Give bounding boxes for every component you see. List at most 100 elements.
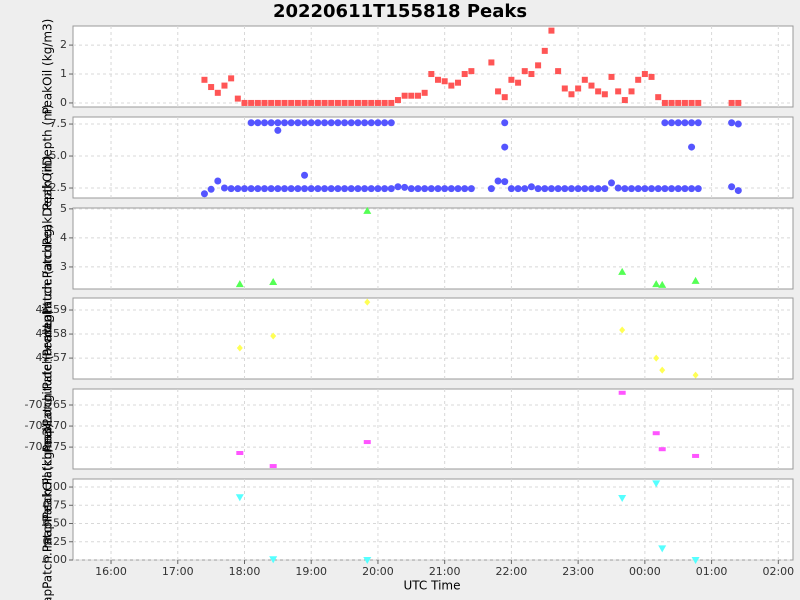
y-tick-label: 7.5 (50, 117, 68, 130)
data-point (581, 185, 589, 193)
data-point (361, 185, 369, 193)
data-point (692, 371, 699, 379)
data-point (248, 99, 255, 106)
data-point (688, 99, 695, 106)
data-point (354, 185, 362, 193)
y-tick-label: 0.75 (43, 498, 68, 511)
data-point (594, 185, 602, 193)
data-point (501, 94, 508, 101)
data-point (695, 99, 702, 106)
plot-area (72, 25, 794, 108)
data-point (548, 27, 555, 34)
data-point (634, 185, 642, 193)
data-point (361, 119, 369, 127)
data-point (354, 99, 361, 106)
plot-area (72, 297, 794, 380)
y-tick-label: 3 (60, 260, 67, 273)
data-point (321, 99, 328, 106)
data-point (254, 119, 262, 127)
data-point (274, 185, 282, 193)
data-point (608, 73, 615, 80)
data-point (668, 119, 676, 127)
data-point (515, 79, 522, 86)
data-point (227, 185, 235, 193)
data-point (527, 183, 535, 191)
data-point (274, 119, 282, 127)
data-point (461, 185, 469, 193)
data-point (261, 99, 268, 106)
data-point (241, 99, 248, 106)
x-tick-label: 01:00 (696, 565, 728, 578)
data-point (652, 480, 661, 488)
data-point (269, 278, 278, 286)
data-point (555, 68, 562, 75)
data-point (448, 82, 455, 89)
data-point (254, 99, 261, 106)
y-tick-label: 41.59 (36, 303, 68, 316)
data-point (621, 97, 628, 104)
data-point (334, 119, 342, 127)
data-point (363, 557, 372, 564)
data-point (735, 99, 742, 106)
data-point (541, 47, 548, 54)
data-point (341, 119, 349, 127)
x-tick-label: 16:00 (95, 565, 127, 578)
data-point (447, 185, 455, 193)
data-point (327, 185, 335, 193)
data-point (364, 298, 371, 306)
y-tick-label: 0 (60, 96, 67, 109)
x-tick-label: 18:00 (229, 565, 261, 578)
y-axis-label: mapPatch.PatchPeakOil (kg/m3) (41, 423, 55, 600)
data-point (681, 99, 688, 106)
data-point (434, 185, 442, 193)
y-tick-label: 0.25 (43, 535, 68, 548)
data-point (495, 88, 502, 95)
data-point (401, 183, 409, 191)
data-point (234, 185, 242, 193)
data-point (288, 99, 295, 106)
data-point (534, 185, 542, 193)
data-point (574, 185, 582, 193)
data-point (508, 76, 515, 83)
x-tick-label: 21:00 (429, 565, 461, 578)
data-point (568, 91, 575, 98)
data-point (367, 119, 375, 127)
data-point (287, 185, 295, 193)
data-point (428, 71, 435, 78)
y-axis-label: PeakOilDepth (m) (41, 104, 55, 210)
data-point (541, 185, 549, 193)
data-point (688, 143, 696, 151)
data-point (681, 185, 689, 193)
data-point (348, 99, 355, 106)
data-point (441, 185, 449, 193)
data-point (321, 119, 329, 127)
data-point (327, 119, 335, 127)
x-tick-label: 20:00 (362, 565, 394, 578)
data-point (528, 71, 535, 78)
y-tick-label: 5 (60, 202, 67, 215)
data-point (587, 185, 595, 193)
data-point (652, 431, 660, 436)
data-point (200, 190, 208, 198)
data-point (374, 119, 382, 127)
data-point (658, 447, 666, 452)
y-tick-label: -70.770 (25, 419, 67, 432)
y-tick-label: 1.00 (43, 480, 68, 493)
data-point (394, 97, 401, 104)
data-point (363, 440, 371, 445)
data-point (270, 332, 277, 340)
data-point (301, 119, 309, 127)
data-point (374, 99, 381, 106)
data-point (619, 326, 626, 334)
data-point (728, 119, 736, 127)
y-tick-label: 41.58 (36, 327, 68, 340)
data-point (374, 185, 382, 193)
y-tick-label: -70.775 (25, 440, 67, 453)
data-point (294, 119, 302, 127)
data-point (347, 119, 355, 127)
data-point (628, 88, 635, 95)
data-point (567, 185, 575, 193)
data-point (501, 143, 509, 151)
data-point (728, 183, 736, 191)
